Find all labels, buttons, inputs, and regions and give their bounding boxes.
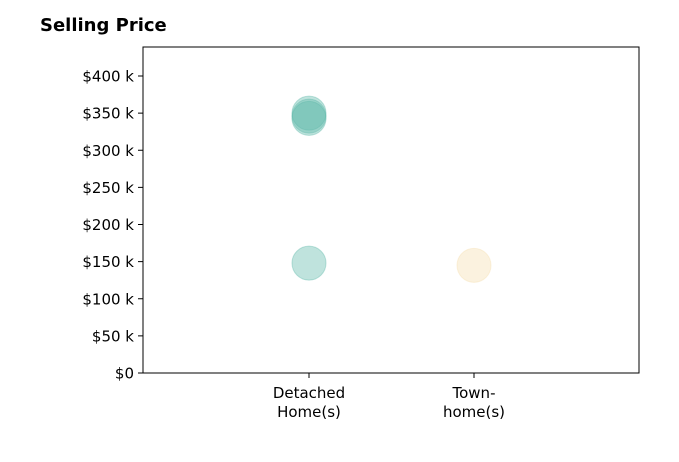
data-point: [456, 247, 492, 283]
data-points: [291, 95, 492, 283]
y-tick-label: $150 k: [82, 253, 134, 271]
data-point: [291, 100, 327, 136]
y-tick-label: $50 k: [92, 327, 134, 345]
chart-title: Selling Price: [40, 15, 167, 36]
y-tick-label: $400 k: [82, 68, 134, 86]
x-axis: Detached Home(s) Town-home(s): [273, 373, 505, 421]
x-tick-label: Town-home(s): [443, 384, 505, 421]
data-point: [291, 98, 327, 134]
plot-frame: [142, 46, 640, 374]
y-tick-label: $0: [115, 365, 134, 383]
y-tick-label: $250 k: [82, 179, 134, 197]
data-point: [291, 95, 327, 131]
data-point: [291, 245, 327, 281]
y-tick-label: $300 k: [82, 142, 134, 160]
y-tick-label: $100 k: [82, 290, 134, 308]
x-tick-label: Detached Home(s): [273, 384, 345, 421]
y-tick-label: $200 k: [82, 216, 134, 234]
y-tick-label: $350 k: [82, 105, 134, 123]
y-axis: $0 $50 k $100 k $150 k $200 k $250 k $300 k $35…: [82, 68, 143, 383]
